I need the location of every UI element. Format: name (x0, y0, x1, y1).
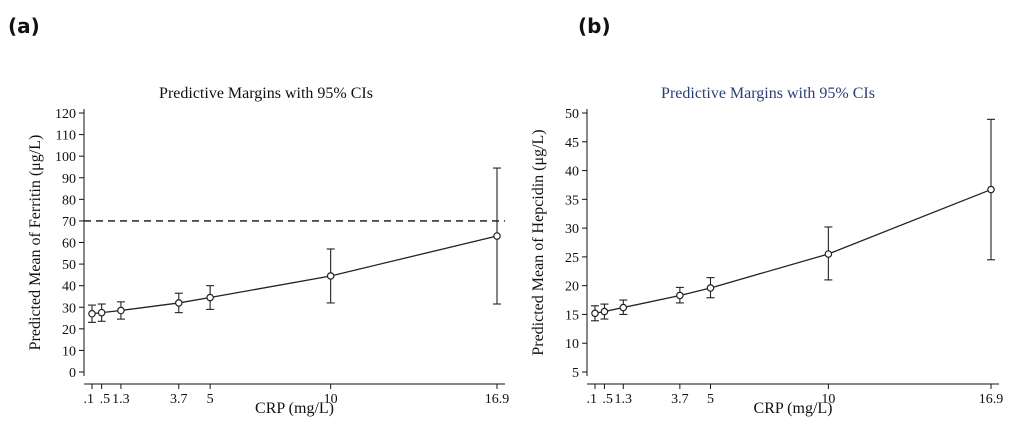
y-tick-label: 0 (69, 366, 76, 381)
y-tick-label: 110 (56, 129, 76, 144)
y-tick-label: 70 (62, 215, 76, 230)
y-tick-label: 45 (565, 136, 579, 151)
y-tick-label: 15 (565, 308, 579, 323)
y-tick-label: 10 (62, 344, 76, 359)
panel-label: (a) (8, 14, 40, 38)
y-tick-label: 50 (62, 258, 76, 273)
data-point (619, 303, 628, 312)
y-tick-label: 5 (572, 366, 579, 381)
data-point (824, 250, 833, 258)
x-tick-label: 16.9 (979, 392, 1004, 407)
x-tick-label: 10 (324, 392, 338, 407)
data-point (88, 309, 96, 318)
y-tick-label: 40 (62, 280, 76, 295)
data-point (706, 284, 715, 292)
data-point (987, 185, 995, 194)
x-tick-label: 5 (707, 392, 714, 407)
x-tick-label: .1 (587, 392, 598, 407)
y-tick-label: 30 (565, 222, 579, 237)
data-point (206, 293, 214, 302)
x-tick-label: 1.3 (112, 392, 130, 407)
chart-title: Predictive Margins with 95% CIs (661, 85, 875, 102)
y-tick-label: 25 (565, 251, 579, 266)
data-point (326, 272, 335, 280)
chart-panel: (b) Predictive Margins with 95% CIs 5 10 15 2… (530, 14, 1003, 417)
data-point (174, 299, 183, 307)
chart-panel: (a) Predictive Margins with 95% CIs 0 10 20 3… (8, 14, 509, 417)
x-tick-label: 16.9 (485, 392, 510, 407)
chart-title: Predictive Margins with 95% CIs (159, 85, 373, 102)
x-tick-label: .5 (602, 392, 613, 407)
y-tick-label: 60 (62, 237, 76, 252)
y-tick-label: 40 (565, 165, 579, 180)
y-tick-label: 35 (565, 193, 579, 208)
x-tick-label: .1 (84, 392, 95, 407)
data-point (493, 232, 501, 240)
x-tick-label: .5 (100, 392, 111, 407)
data-point (600, 307, 609, 316)
y-tick-label: 100 (55, 150, 76, 165)
x-tick-label: 1.3 (615, 392, 633, 407)
x-axis-label: CRP (mg/L) (754, 400, 833, 417)
y-tick-label: 120 (55, 107, 76, 122)
y-axis-label: Predicted Mean of Ferritin (μg/L) (27, 135, 44, 351)
data-point (97, 308, 106, 317)
x-axis-label: CRP (mg/L) (255, 400, 334, 417)
x-tick-label: 3.7 (170, 392, 188, 407)
y-tick-label: 30 (62, 301, 76, 316)
series-line (91, 235, 498, 315)
y-tick-label: 50 (565, 107, 579, 122)
y-tick-label: 80 (62, 193, 76, 208)
data-point (676, 291, 684, 300)
x-tick-label: 10 (821, 392, 835, 407)
panel-label: (b) (578, 14, 611, 38)
y-tick-label: 10 (565, 337, 579, 352)
y-axis-label: Predicted Mean of Hepcidin (μg/L) (530, 129, 547, 355)
y-tick-label: 20 (565, 280, 579, 295)
series-line (594, 188, 992, 314)
x-tick-label: 3.7 (671, 392, 689, 407)
data-point (591, 309, 599, 318)
x-tick-label: 5 (207, 392, 214, 407)
data-point (117, 306, 125, 315)
y-tick-label: 90 (62, 172, 76, 187)
y-tick-label: 20 (62, 323, 76, 338)
